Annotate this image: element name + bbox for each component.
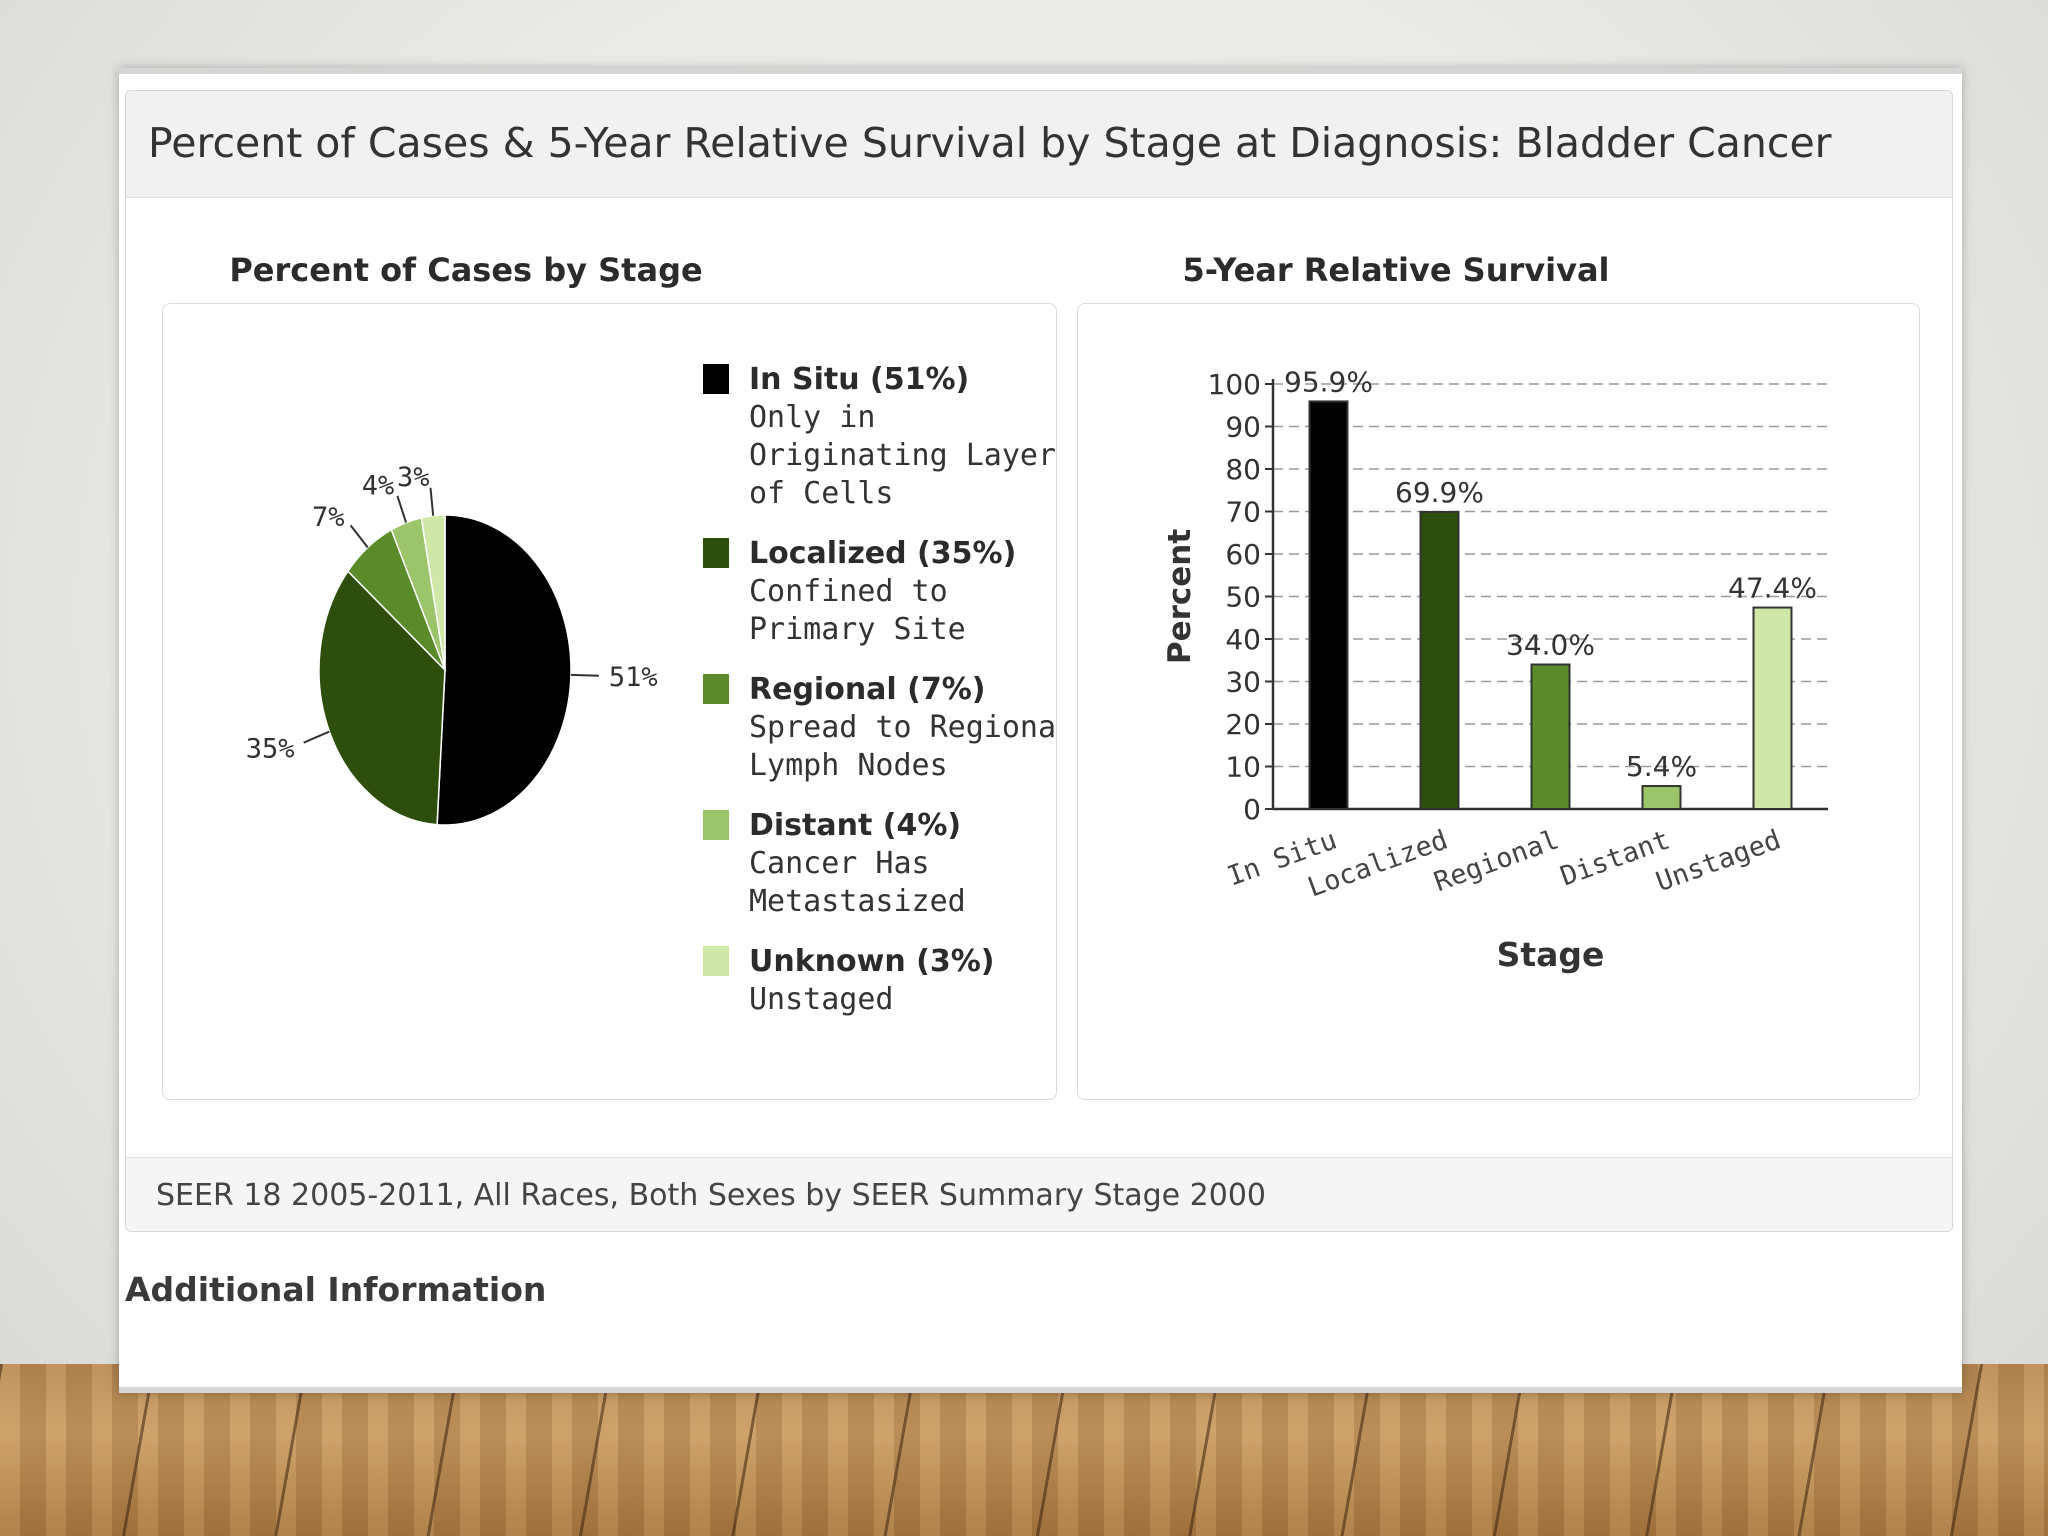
y-tick-label: 70 — [1225, 496, 1261, 529]
y-tick-label: 100 — [1208, 368, 1261, 401]
bar-in-situ[interactable] — [1308, 400, 1349, 811]
y-tick-label: 10 — [1225, 751, 1261, 784]
legend-description: Originating Layer — [749, 438, 1056, 473]
pie-leader-line — [349, 524, 369, 549]
pie-data-label: 3% — [397, 462, 430, 493]
bar-chart-box: 0 10 20 30 40 50 60 70 80 90 100 95.9% In Situ 69.9% L… — [1077, 303, 1920, 1100]
legend-description: Lymph Nodes — [749, 748, 948, 783]
legend-label: Localized (35%) — [749, 536, 1016, 571]
legend-description: Spread to Regional — [749, 710, 1056, 745]
bar-chart-title: 5-Year Relative Survival — [1182, 251, 1610, 289]
bar-localized[interactable] — [1419, 510, 1460, 811]
legend-description: Metastasized — [749, 884, 966, 919]
panel-header: Percent of Cases & 5-Year Relative Survi… — [126, 91, 1952, 198]
legend-swatch — [703, 810, 729, 840]
chart-panel: Percent of Cases & 5-Year Relative Survi… — [125, 90, 1953, 1232]
bar-data-label: 95.9% — [1284, 365, 1373, 398]
y-tick-label: 30 — [1225, 666, 1261, 699]
panel-footer: SEER 18 2005-2011, All Races, Both Sexes… — [126, 1157, 1952, 1231]
pie-leader-line — [303, 730, 330, 744]
bar-data-label: 34.0% — [1506, 629, 1595, 662]
x-axis-title: Stage — [1497, 935, 1605, 974]
source-note: SEER 18 2005-2011, All Races, Both Sexes… — [156, 1178, 1267, 1213]
bar-data-label: 5.4% — [1626, 750, 1697, 783]
panel-title: Percent of Cases & 5-Year Relative Survi… — [148, 119, 1832, 167]
bar-unstaged[interactable] — [1752, 606, 1793, 810]
pie-chart: 51% 35% 7% 4% 3% In Situ (51%)Only inOriginat… — [246, 362, 1074, 1017]
pie-slice-localized[interactable] — [318, 570, 446, 826]
x-tick-label: Regional — [1430, 824, 1563, 898]
slide: Percent of Cases & 5-Year Relative Survi… — [119, 68, 1962, 1393]
legend-label: Regional (7%) — [749, 672, 986, 707]
y-tick-label: 80 — [1225, 453, 1261, 486]
x-tick-label: Unstaged — [1652, 824, 1785, 898]
legend-label: In Situ (51%) — [749, 362, 969, 397]
legend-description: Unstaged — [749, 982, 894, 1017]
pie-data-label: 4% — [362, 471, 395, 502]
legend-swatch — [703, 946, 729, 976]
y-tick-label: 40 — [1225, 623, 1261, 656]
pie-chart-box: 51% 35% 7% 4% 3% In Situ (51%) Only in Originat… — [162, 303, 1074, 1100]
legend-description: Cancer Has — [749, 846, 930, 881]
legend-description: Only in — [749, 400, 875, 435]
y-tick-label: 50 — [1225, 581, 1261, 614]
pie-data-label: 51% — [609, 662, 658, 693]
legend-swatch — [703, 364, 729, 394]
bar-distant[interactable] — [1641, 785, 1682, 810]
legend-label: Distant (4%) — [749, 808, 961, 843]
pie-leader-line — [570, 673, 599, 677]
bar-data-label: 47.4% — [1728, 572, 1817, 605]
legend-description: of Cells — [749, 476, 894, 511]
pie-data-label: 7% — [312, 502, 345, 533]
legend-description: Primary Site — [749, 612, 966, 647]
legend-description: Confined to — [749, 574, 948, 609]
pie-data-label: 35% — [246, 733, 295, 764]
pie-leader-line — [429, 487, 435, 516]
bar-regional[interactable] — [1530, 663, 1571, 810]
additional-information-link[interactable]: Additional Information — [125, 1270, 547, 1309]
legend-swatch — [703, 674, 729, 704]
legend-label: Unknown (3%) — [749, 944, 995, 979]
y-tick-label: 60 — [1225, 538, 1261, 571]
pie-slice-in-situ[interactable] — [436, 514, 572, 826]
legend-swatch — [703, 538, 729, 568]
y-tick-label: 90 — [1225, 411, 1261, 444]
pie-leader-line — [396, 495, 408, 523]
y-tick-label: 20 — [1225, 708, 1261, 741]
bar-data-label: 69.9% — [1395, 476, 1484, 509]
pie-chart-title: Percent of Cases by Stage — [229, 251, 703, 289]
y-axis-title: Percent — [1162, 529, 1198, 665]
y-tick-label: 0 — [1243, 793, 1261, 826]
